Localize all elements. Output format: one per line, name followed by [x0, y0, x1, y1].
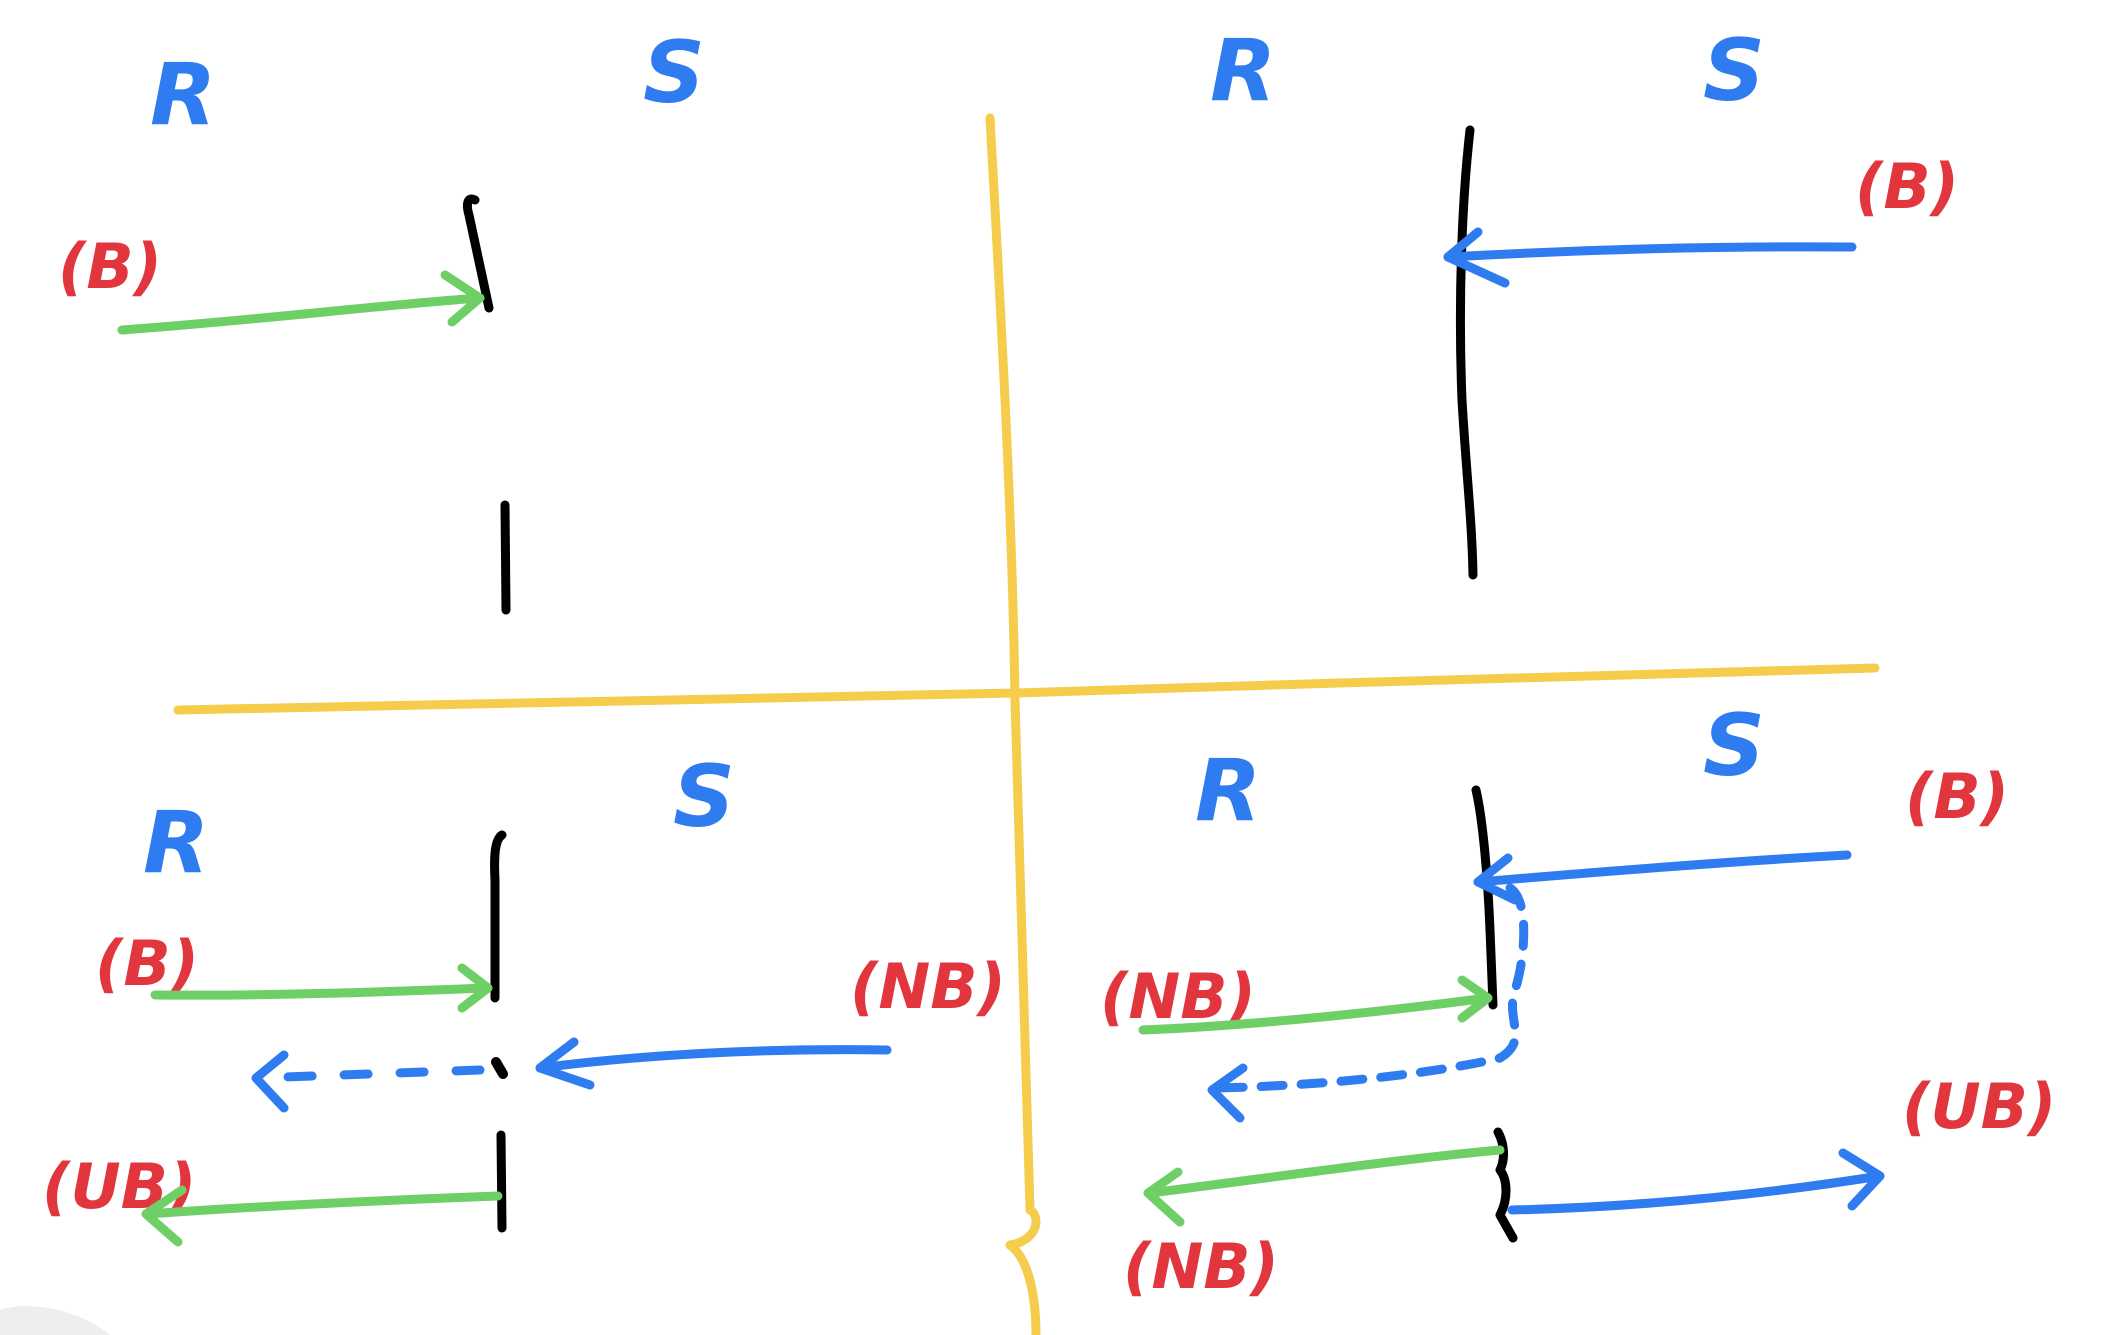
- arrowhead: [440, 270, 485, 327]
- arrowhead: [141, 1185, 187, 1247]
- arrowhead: [1207, 1063, 1248, 1123]
- sender-label: S: [673, 747, 735, 847]
- pending-arrow: [253, 1065, 485, 1083]
- send-arrow: [1443, 242, 1857, 262]
- sender-label: S: [1703, 21, 1765, 121]
- reply-arrow: [1145, 1145, 1505, 1198]
- arrowhead: [535, 1037, 595, 1090]
- timeline-segment: [462, 194, 494, 313]
- reply-mode-tag: (UB): [1902, 1070, 2056, 1143]
- vertical-divider: [985, 113, 1041, 1335]
- receive-mode-tag: (B): [58, 230, 162, 303]
- receive-mode-tag: (B): [95, 927, 199, 1000]
- send-mode-tag: (NB): [850, 950, 1006, 1023]
- timeline-gap-dot: [491, 1057, 508, 1079]
- receive-arrow: [1138, 993, 1492, 1035]
- timeline-segment: [500, 500, 511, 615]
- receiver-label: R: [1195, 741, 1261, 841]
- arrowhead: [1457, 975, 1493, 1023]
- receiver-label: R: [143, 793, 209, 893]
- timeline: [1455, 125, 1478, 580]
- horizontal-divider: [173, 663, 1880, 715]
- receiver-label: R: [150, 45, 216, 145]
- quadrant-bottom-right: R S (B) (NB) (NB) (UB): [1100, 696, 2056, 1303]
- quadrant-top-left: R S (B): [58, 23, 705, 615]
- receiver-label: R: [1210, 21, 1276, 121]
- quadrant-bottom-left: R S (B) (NB) (UB): [42, 747, 1006, 1247]
- corner-artifact: [0, 1306, 110, 1335]
- arrowhead: [457, 963, 493, 1013]
- receive-arrow: [150, 983, 493, 1000]
- reply-arrow: [143, 1191, 503, 1219]
- sender-label: S: [1703, 696, 1765, 796]
- pending-arrow: [1213, 883, 1529, 1093]
- send-arrow: [535, 1045, 892, 1073]
- arrowhead: [1838, 1148, 1885, 1211]
- send-mode-tag: (B): [1855, 150, 1959, 223]
- arrowhead: [1143, 1167, 1185, 1227]
- receive-arrow: [117, 293, 485, 335]
- send-mode-tag: (B): [1905, 760, 2009, 833]
- quadrant-top-right: R S (B): [1210, 21, 1959, 580]
- arrowhead: [1443, 227, 1510, 288]
- sender-label: S: [643, 23, 705, 123]
- arrowhead: [1473, 853, 1520, 905]
- timeline-segment: [490, 830, 507, 1003]
- timeline-segment: [496, 1130, 507, 1233]
- send-arrow: [1473, 850, 1852, 887]
- timeline-segment: [1471, 785, 1498, 1010]
- arrowhead: [251, 1050, 289, 1113]
- reply-mode-tag: (NB): [1123, 1230, 1279, 1303]
- reply-arrow: [1507, 1171, 1885, 1215]
- timeline-segment: [1493, 1127, 1518, 1243]
